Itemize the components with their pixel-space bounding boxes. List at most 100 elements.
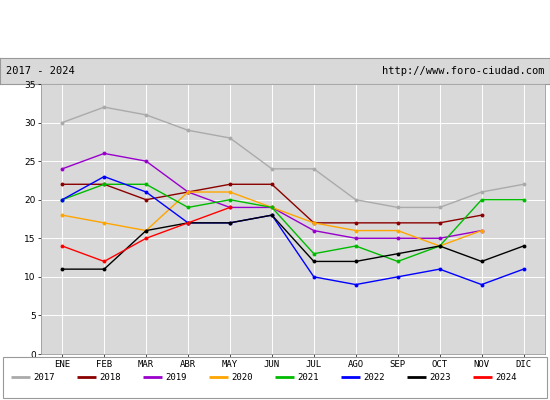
- 2018: [436, 220, 443, 225]
- 2022: [101, 174, 107, 179]
- 2017: [227, 136, 233, 140]
- 2023: [101, 267, 107, 272]
- Line: 2023: 2023: [61, 214, 525, 270]
- 2018: [478, 213, 485, 218]
- 2022: [59, 197, 65, 202]
- 2017: [59, 120, 65, 125]
- 2021: [353, 244, 359, 248]
- 2019: [185, 190, 191, 194]
- 2020: [353, 228, 359, 233]
- 2022: [311, 274, 317, 279]
- 2022: [520, 267, 527, 272]
- 2021: [478, 197, 485, 202]
- Line: 2020: 2020: [61, 191, 483, 247]
- 2022: [478, 282, 485, 287]
- 2020: [478, 228, 485, 233]
- Text: 2024: 2024: [495, 372, 516, 382]
- 2017: [185, 128, 191, 133]
- 2023: [143, 228, 150, 233]
- 2019: [311, 228, 317, 233]
- 2018: [311, 220, 317, 225]
- 2021: [185, 205, 191, 210]
- 2023: [268, 213, 275, 218]
- 2019: [436, 236, 443, 241]
- 2022: [185, 220, 191, 225]
- 2022: [353, 282, 359, 287]
- 2022: [436, 267, 443, 272]
- 2017: [436, 205, 443, 210]
- Text: Evolucion del paro registrado en Fuentes de Ropel: Evolucion del paro registrado en Fuentes…: [107, 22, 443, 36]
- 2024: [227, 205, 233, 210]
- Text: 2019: 2019: [165, 372, 186, 382]
- 2020: [59, 213, 65, 218]
- 2023: [311, 259, 317, 264]
- Line: 2017: 2017: [61, 106, 525, 209]
- 2020: [311, 220, 317, 225]
- Line: 2021: 2021: [61, 183, 525, 263]
- 2023: [353, 259, 359, 264]
- 2021: [436, 244, 443, 248]
- 2021: [520, 197, 527, 202]
- 2017: [478, 190, 485, 194]
- 2017: [520, 182, 527, 187]
- 2018: [185, 190, 191, 194]
- 2019: [59, 166, 65, 171]
- 2017: [353, 197, 359, 202]
- 2021: [311, 251, 317, 256]
- 2021: [268, 205, 275, 210]
- Line: 2019: 2019: [61, 152, 483, 240]
- 2019: [227, 205, 233, 210]
- 2019: [268, 205, 275, 210]
- 2020: [185, 190, 191, 194]
- 2022: [227, 220, 233, 225]
- Text: 2020: 2020: [231, 372, 252, 382]
- 2019: [353, 236, 359, 241]
- 2019: [101, 151, 107, 156]
- 2023: [185, 220, 191, 225]
- Text: 2021: 2021: [297, 372, 318, 382]
- 2023: [436, 244, 443, 248]
- 2018: [143, 197, 150, 202]
- 2018: [59, 182, 65, 187]
- Text: 2022: 2022: [363, 372, 384, 382]
- 2019: [394, 236, 401, 241]
- Text: http://www.foro-ciudad.com: http://www.foro-ciudad.com: [382, 66, 544, 76]
- 2021: [394, 259, 401, 264]
- 2020: [394, 228, 401, 233]
- 2022: [268, 213, 275, 218]
- 2024: [101, 259, 107, 264]
- 2023: [520, 244, 527, 248]
- 2019: [478, 228, 485, 233]
- 2018: [101, 182, 107, 187]
- 2021: [227, 197, 233, 202]
- 2020: [143, 228, 150, 233]
- 2021: [59, 197, 65, 202]
- 2023: [394, 251, 401, 256]
- 2024: [185, 220, 191, 225]
- Text: 2018: 2018: [99, 372, 120, 382]
- 2023: [478, 259, 485, 264]
- 2020: [227, 190, 233, 194]
- Text: 2017 - 2024: 2017 - 2024: [6, 66, 74, 76]
- Text: 2017: 2017: [33, 372, 54, 382]
- 2017: [268, 166, 275, 171]
- Line: 2024: 2024: [61, 206, 231, 263]
- 2018: [394, 220, 401, 225]
- 2020: [436, 244, 443, 248]
- Text: 2023: 2023: [429, 372, 450, 382]
- 2020: [268, 205, 275, 210]
- 2024: [143, 236, 150, 241]
- 2023: [59, 267, 65, 272]
- 2022: [394, 274, 401, 279]
- 2023: [227, 220, 233, 225]
- 2021: [143, 182, 150, 187]
- 2022: [143, 190, 150, 194]
- Line: 2018: 2018: [61, 183, 483, 224]
- Bar: [3, 357, 547, 398]
- 2018: [268, 182, 275, 187]
- 2021: [101, 182, 107, 187]
- 2018: [227, 182, 233, 187]
- Line: 2022: 2022: [61, 175, 525, 286]
- 2018: [353, 220, 359, 225]
- 2019: [143, 159, 150, 164]
